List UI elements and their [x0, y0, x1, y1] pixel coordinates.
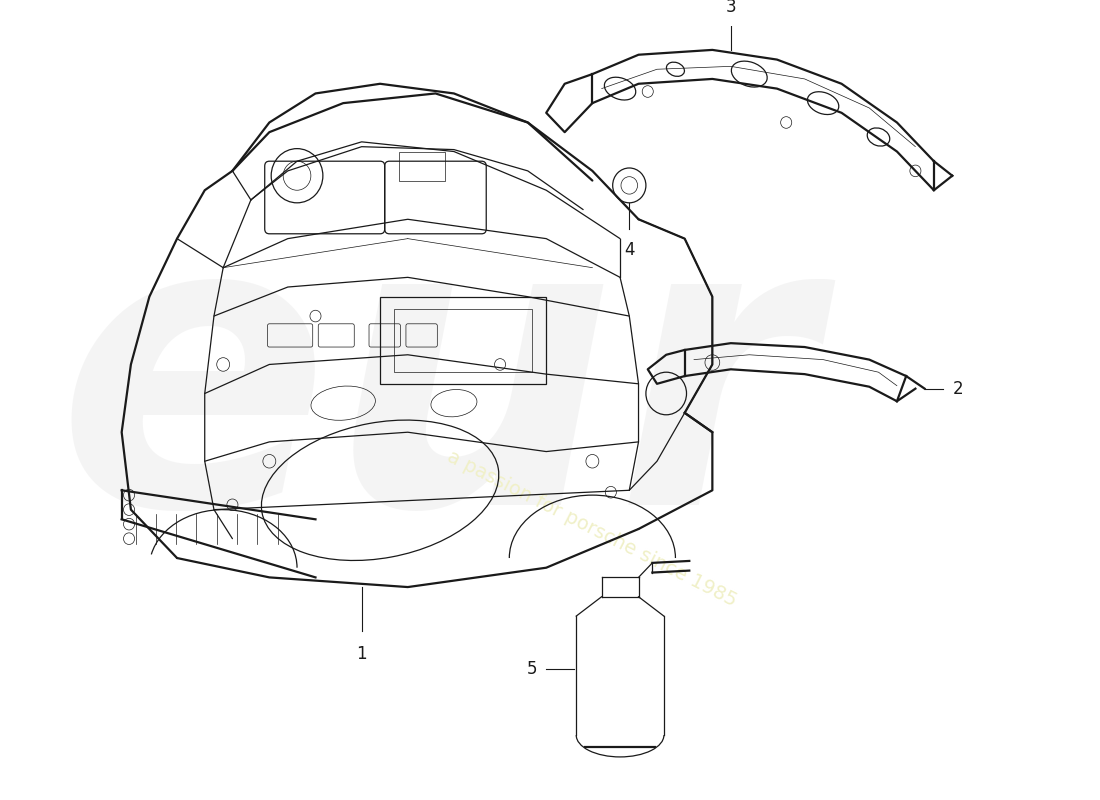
Bar [398, 151, 444, 181]
Bar [381, 297, 547, 384]
Text: 1: 1 [356, 645, 367, 663]
Text: 4: 4 [624, 241, 635, 258]
Text: 2: 2 [953, 380, 962, 398]
Bar [394, 310, 532, 372]
Text: 3: 3 [726, 0, 736, 16]
Text: 5: 5 [527, 660, 537, 678]
Text: a passion for porsche since 1985: a passion for porsche since 1985 [444, 447, 740, 610]
Text: eur: eur [56, 198, 815, 589]
